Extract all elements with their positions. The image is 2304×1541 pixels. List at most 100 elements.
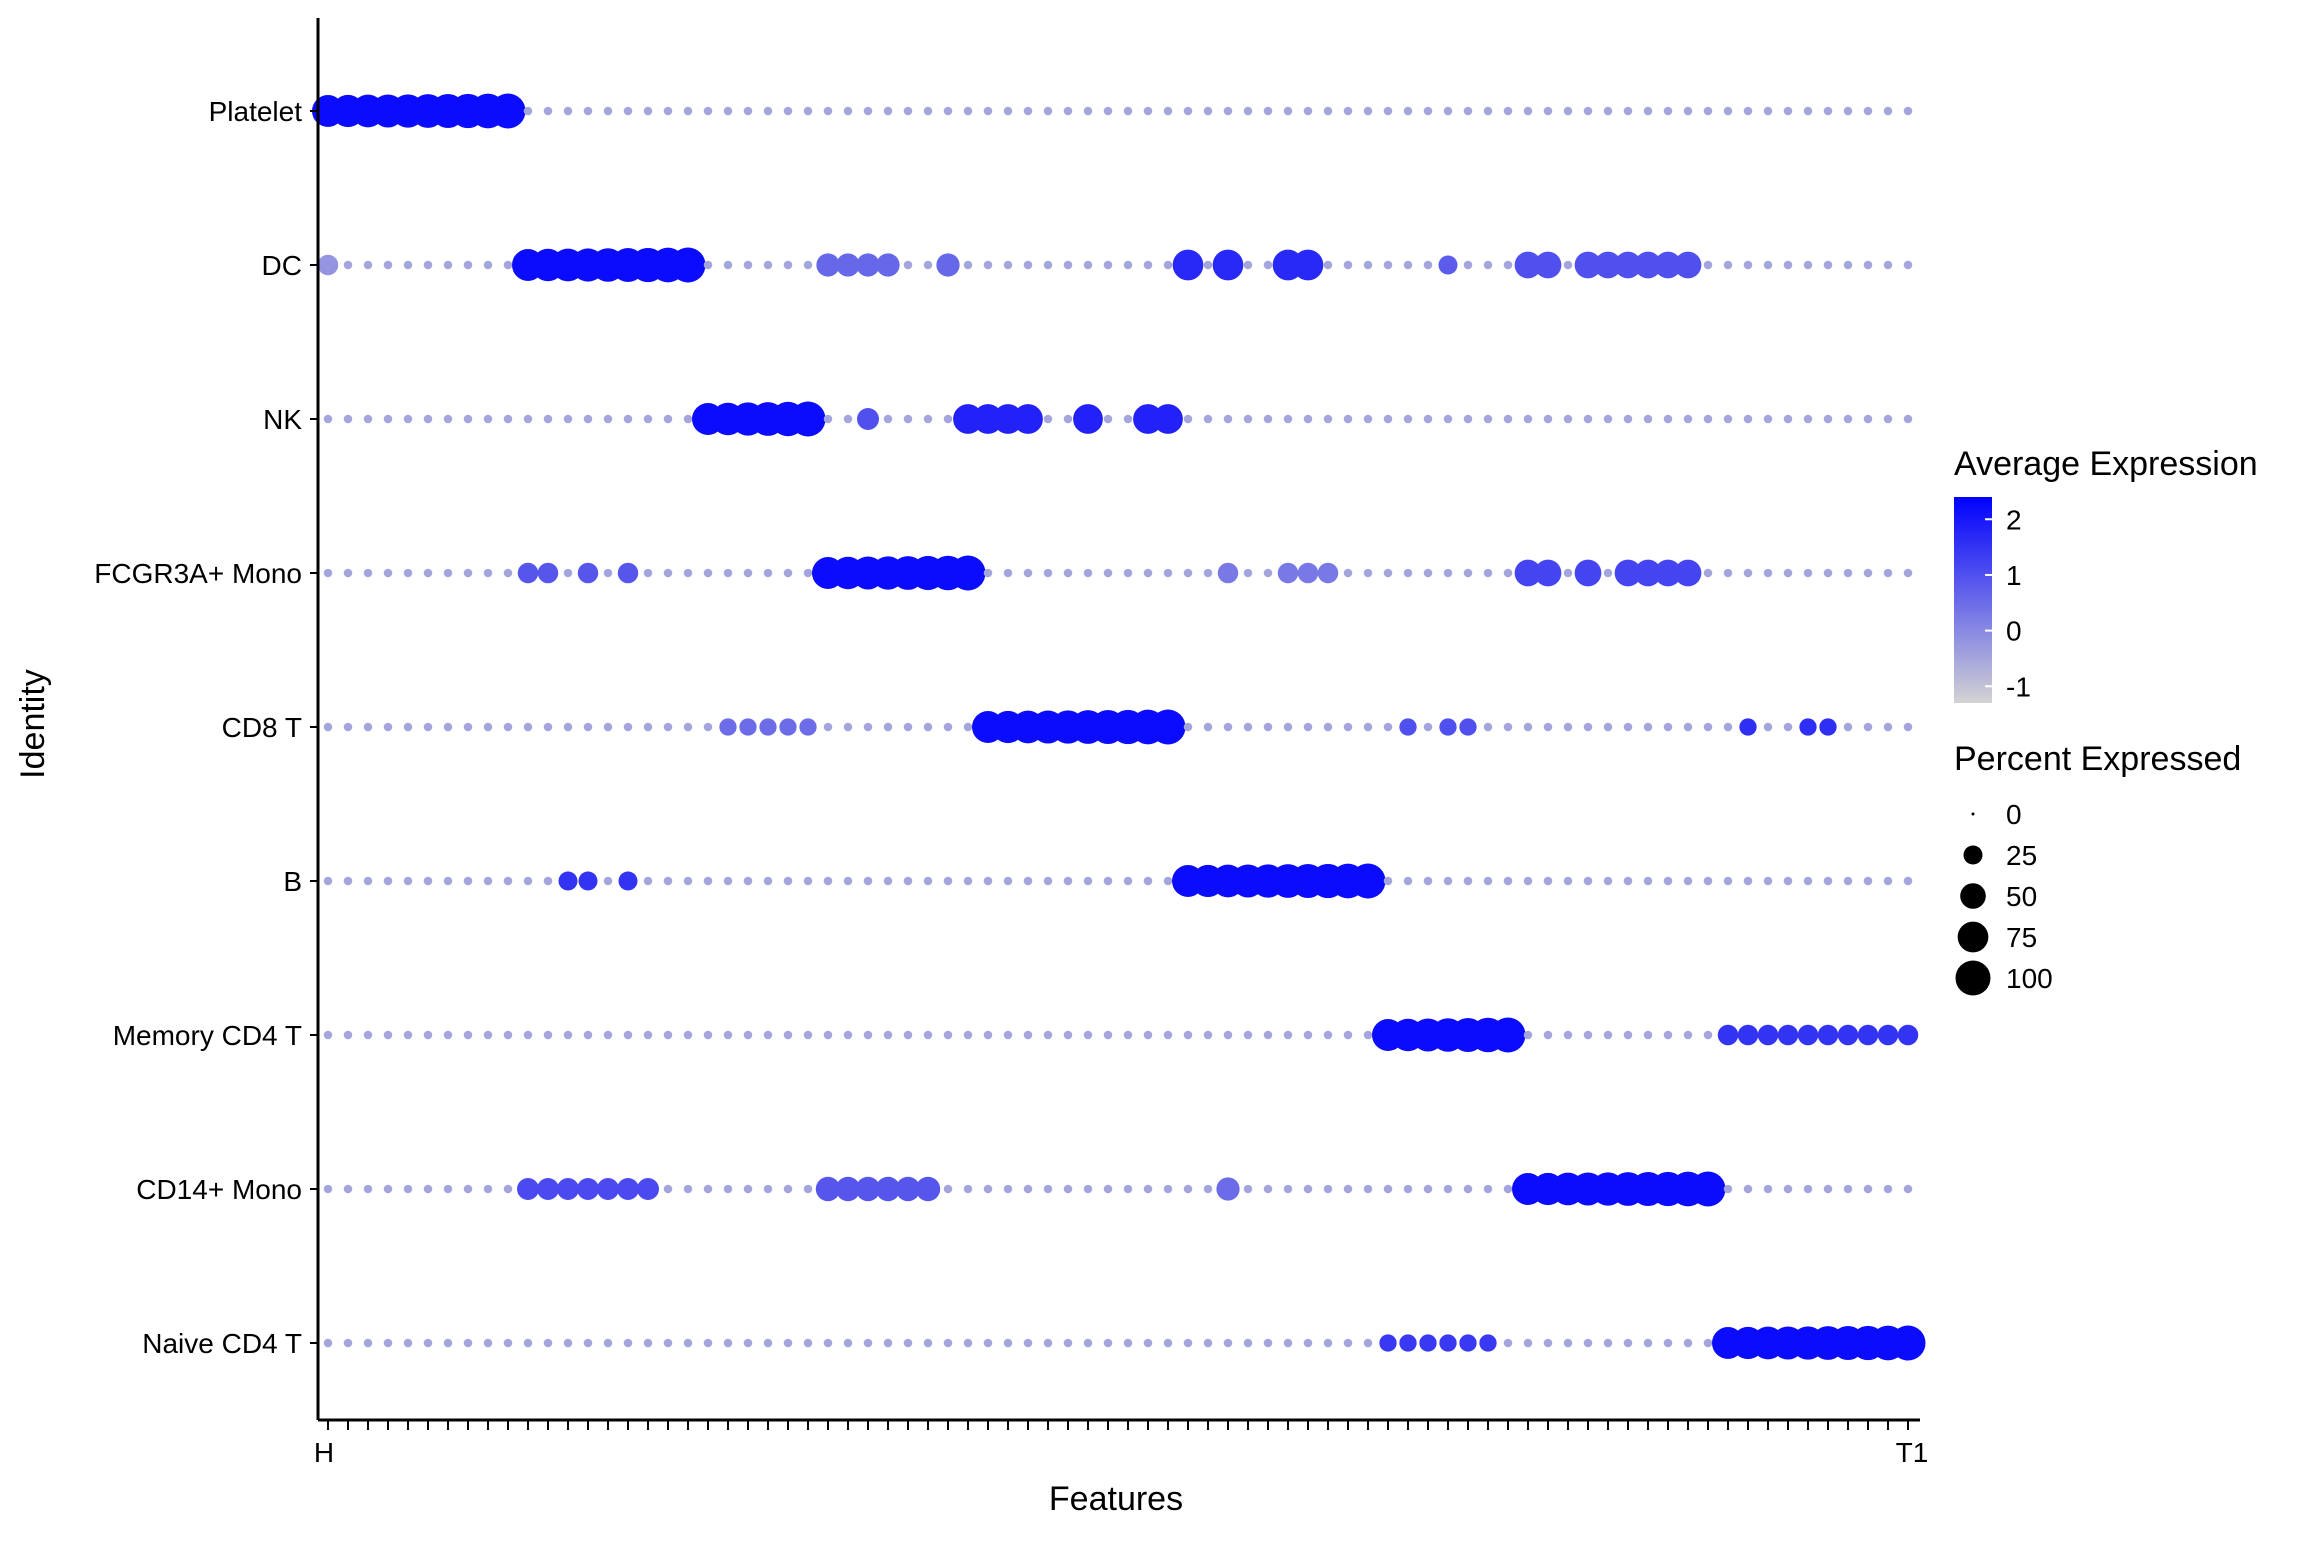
dot [323, 722, 333, 732]
dot [1534, 559, 1562, 587]
dot [1819, 718, 1837, 736]
dot [1683, 722, 1693, 732]
dot [1843, 722, 1853, 732]
dot [723, 106, 733, 116]
dot [1003, 260, 1013, 270]
dot [1883, 568, 1893, 578]
legend-expression-tick-label: 2 [2006, 504, 2022, 535]
dot [843, 1030, 853, 1040]
dot [1883, 260, 1893, 270]
dot [1543, 1338, 1553, 1348]
dot [863, 722, 873, 732]
dot [963, 876, 973, 886]
dot [1743, 568, 1753, 578]
dot [703, 722, 713, 732]
dot [683, 568, 693, 578]
dot [1203, 1184, 1213, 1194]
dot [1063, 1184, 1073, 1194]
dot [1083, 876, 1093, 886]
dot [1163, 106, 1173, 116]
dot [719, 718, 737, 736]
dot [1763, 1184, 1773, 1194]
dot [423, 1030, 433, 1040]
dot [1643, 414, 1653, 424]
dot [963, 1338, 973, 1348]
dot [763, 568, 773, 578]
dot [1683, 414, 1693, 424]
dot [1603, 876, 1613, 886]
dot [1803, 876, 1813, 886]
dot [1223, 1030, 1233, 1040]
dot [363, 1030, 373, 1040]
dot [903, 722, 913, 732]
dot [1663, 414, 1673, 424]
dot [723, 1338, 733, 1348]
dot [1574, 251, 1602, 279]
dot [783, 260, 793, 270]
dot [723, 260, 733, 270]
dot [1703, 1030, 1713, 1040]
dot [583, 414, 593, 424]
dot [1083, 106, 1093, 116]
dot [543, 414, 553, 424]
dot [1857, 1024, 1879, 1046]
dot [543, 722, 553, 732]
dot [543, 1338, 553, 1348]
dot [1663, 722, 1673, 732]
dot [623, 106, 633, 116]
dot [1123, 1184, 1133, 1194]
dot [1023, 106, 1033, 116]
dot [1823, 260, 1833, 270]
dot [963, 1030, 973, 1040]
dot [617, 1178, 639, 1200]
dot [1703, 414, 1713, 424]
dot [1163, 876, 1173, 886]
dot [1797, 1024, 1819, 1046]
dot [1143, 106, 1153, 116]
dot [723, 1184, 733, 1194]
dot [323, 1184, 333, 1194]
dot [1123, 260, 1133, 270]
dot [1283, 106, 1293, 116]
dot [863, 1338, 873, 1348]
dot [823, 106, 833, 116]
dot [577, 562, 599, 584]
dot [1503, 106, 1513, 116]
dot [1623, 1030, 1633, 1040]
dot [1823, 106, 1833, 116]
dot [423, 1338, 433, 1348]
dot [703, 260, 713, 270]
dot [783, 106, 793, 116]
dot [563, 722, 573, 732]
dot [383, 1030, 393, 1040]
dot [1703, 568, 1713, 578]
dot [1317, 562, 1339, 584]
dot [1103, 1338, 1113, 1348]
dot [1883, 414, 1893, 424]
dot [623, 722, 633, 732]
dot [1343, 1184, 1353, 1194]
dot [783, 876, 793, 886]
dot [563, 1338, 573, 1348]
dot [1263, 1338, 1273, 1348]
dot [1043, 106, 1053, 116]
legend-percent-expressed: Percent Expressed 0 25 50 75 100 [1954, 740, 2241, 996]
dot [1634, 559, 1662, 587]
dot [1283, 1338, 1293, 1348]
dot [963, 722, 973, 732]
dot [1523, 414, 1533, 424]
dot [663, 106, 673, 116]
dot [1654, 559, 1682, 587]
dot [1603, 1030, 1613, 1040]
dot [343, 568, 353, 578]
dot [1163, 260, 1173, 270]
dot [403, 1184, 413, 1194]
dot [663, 414, 673, 424]
dot [1563, 260, 1573, 270]
dot [943, 722, 953, 732]
dot [1003, 1338, 1013, 1348]
dot [503, 568, 513, 578]
dot [1083, 568, 1093, 578]
dot [803, 1030, 813, 1040]
dot [1063, 1030, 1073, 1040]
